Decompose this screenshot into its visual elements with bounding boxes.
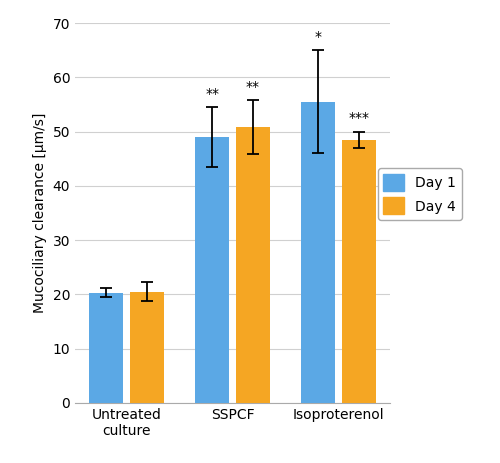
Bar [302,102,336,403]
Text: ***: *** [348,111,369,125]
Bar [342,140,376,403]
Y-axis label: Mucociliary clearance [μm/s]: Mucociliary clearance [μm/s] [33,113,47,313]
Text: *: * [315,30,322,44]
Legend: Day 1, Day 4: Day 1, Day 4 [378,168,462,220]
Text: **: ** [246,80,260,94]
Bar [90,293,124,403]
Bar [196,137,230,403]
Bar [236,127,270,403]
Bar [130,292,164,403]
Text: **: ** [206,87,220,101]
